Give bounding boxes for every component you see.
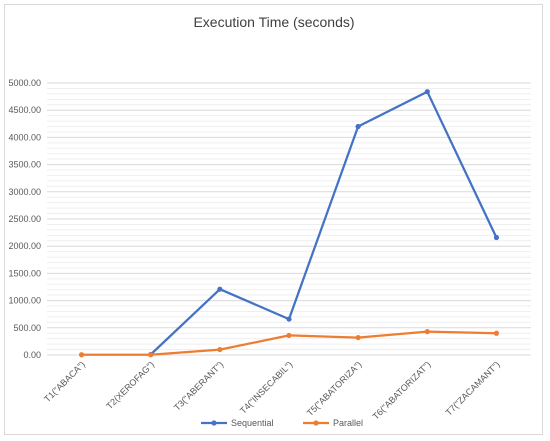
- legend-label: Sequential: [231, 418, 274, 428]
- series-parallel: [78, 329, 500, 358]
- x-tick-label: T1("ABACA"): [42, 359, 87, 404]
- series-lines: [78, 89, 500, 358]
- data-point-parallel: [355, 334, 361, 341]
- legend: Sequential Parallel: [201, 418, 363, 428]
- data-point-sequential: [217, 286, 223, 292]
- x-tick-label: T2(XEROFAG"): [104, 359, 156, 411]
- y-tick-label: 1500.00: [8, 268, 41, 278]
- x-tick-label: T4("INSECABIL"): [238, 359, 295, 416]
- data-point-sequential: [424, 89, 430, 95]
- data-point-parallel: [148, 352, 154, 358]
- y-tick-label: 1000.00: [8, 296, 41, 306]
- data-point-parallel: [78, 352, 85, 358]
- legend-marker: [211, 420, 217, 426]
- y-tick-label: 0.00: [23, 350, 41, 360]
- legend-marker: [313, 420, 319, 426]
- data-point-sequential: [493, 234, 500, 241]
- x-tick-label: T3("ABERANT"): [172, 359, 225, 412]
- gridlines: [47, 82, 531, 356]
- y-tick-label: 2500.00: [8, 214, 41, 224]
- chart-title: Execution Time (seconds): [193, 14, 354, 30]
- data-point-parallel: [424, 329, 430, 335]
- x-tick-label: T6("ABATORIZAT"): [371, 359, 433, 421]
- data-point-sequential: [355, 123, 361, 130]
- data-point-sequential: [286, 316, 292, 322]
- data-point-parallel: [286, 332, 292, 339]
- y-tick-label: 4500.00: [8, 105, 41, 115]
- data-point-parallel: [493, 330, 500, 336]
- legend-item-parallel: Parallel: [303, 418, 363, 428]
- data-point-parallel: [217, 346, 223, 353]
- y-tick-label: 3500.00: [8, 160, 41, 170]
- legend-label: Parallel: [333, 418, 363, 428]
- y-tick-label: 2000.00: [8, 241, 41, 251]
- line-chart: Execution Time (seconds) 0.00 500.00 1000.…: [8, 14, 531, 428]
- series-line-sequential: [149, 90, 498, 356]
- y-tick-label: 4000.00: [8, 132, 41, 142]
- chart-area: Execution Time (seconds) 0.00 500.00 1000.…: [4, 4, 543, 435]
- x-tick-label: T5("ABATORIZA"): [305, 359, 364, 418]
- y-axis-tick-labels: 0.00 500.00 1000.00 1500.00 2000.00 2500.00 30…: [8, 78, 41, 360]
- x-tick-label: T7("ZACAMANT"): [444, 359, 502, 417]
- x-axis-tick-labels: T1("ABACA") T2(XEROFAG") T3("ABERANT") T4("…: [42, 359, 502, 421]
- y-tick-label: 3000.00: [8, 187, 41, 197]
- legend-item-sequential: Sequential: [201, 418, 274, 428]
- series-sequential: [148, 89, 500, 358]
- y-tick-label: 500.00: [13, 323, 41, 333]
- y-tick-label: 5000.00: [8, 78, 41, 88]
